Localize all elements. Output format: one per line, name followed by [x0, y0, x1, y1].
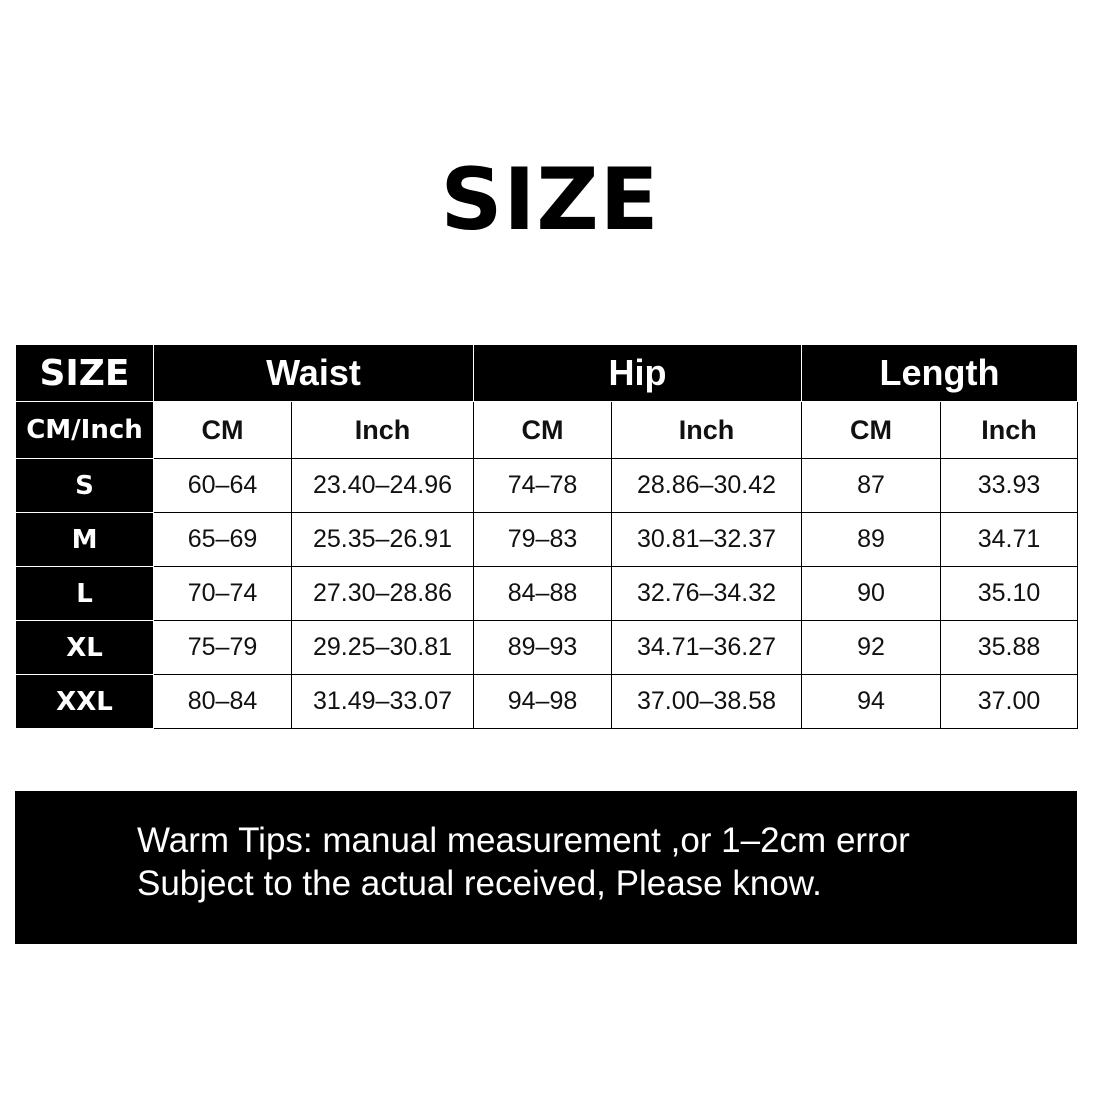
table-cell: 89–93: [473, 620, 612, 675]
table-cell: 28.86–30.42: [611, 458, 802, 513]
table-cell: 89: [801, 512, 941, 567]
table-row: XXL 80–84 31.49–33.07 94–98 37.00–38.58 94 37.…: [15, 674, 1079, 729]
table-cell: 37.00–38.58: [611, 674, 802, 729]
size-chart-table: SIZE Waist Hip Length CM/Inch CM Inch CM…: [15, 344, 1079, 729]
group-header-length: Length: [800, 344, 1079, 402]
size-label: XXL: [15, 674, 154, 729]
table-cell: 35.10: [939, 566, 1079, 621]
tips-line-1: Warm Tips: manual measurement ,or 1–2cm …: [137, 821, 910, 860]
table-cell: 79–83: [473, 512, 612, 567]
table-cell: 92: [801, 620, 941, 675]
table-cell: 23.40–24.96: [291, 458, 474, 513]
size-label: XL: [15, 620, 154, 675]
subheader: CM: [801, 401, 941, 459]
table-cell: 94: [801, 674, 941, 729]
table-cell: 29.25–30.81: [291, 620, 474, 675]
table-cell: 65–69: [153, 512, 292, 567]
size-label: M: [15, 512, 154, 567]
group-header-waist: Waist: [153, 344, 474, 402]
table-cell: 90: [801, 566, 941, 621]
table-cell: 33.93: [939, 458, 1079, 513]
table-cell: 60–64: [153, 458, 292, 513]
warm-tips-box: Warm Tips: manual measurement ,or 1–2cm …: [15, 791, 1077, 944]
subheader: Inch: [611, 401, 802, 459]
subheader: Inch: [939, 401, 1079, 459]
unit-label: CM/Inch: [15, 401, 154, 459]
table-cell: 84–88: [473, 566, 612, 621]
table-cell: 30.81–32.37: [611, 512, 802, 567]
table-row: S 60–64 23.40–24.96 74–78 28.86–30.42 87 33.93: [15, 458, 1079, 513]
table-cell: 25.35–26.91: [291, 512, 474, 567]
table-cell: 70–74: [153, 566, 292, 621]
table-cell: 80–84: [153, 674, 292, 729]
table-cell: 32.76–34.32: [611, 566, 802, 621]
table-cell: 74–78: [473, 458, 612, 513]
corner-header: SIZE: [15, 344, 154, 402]
size-label: S: [15, 458, 154, 513]
table-row: M 65–69 25.35–26.91 79–83 30.81–32.37 89 34.71: [15, 512, 1079, 567]
table-cell: 37.00: [939, 674, 1079, 729]
subheader: CM: [473, 401, 612, 459]
tips-line-2: Subject to the actual received, Please k…: [137, 864, 822, 903]
table-cell: 34.71: [939, 512, 1079, 567]
table-row: L 70–74 27.30–28.86 84–88 32.76–34.32 90 35.10: [15, 566, 1079, 621]
table-cell: 34.71–36.27: [611, 620, 802, 675]
table-cell: 31.49–33.07: [291, 674, 474, 729]
table-row: XL 75–79 29.25–30.81 89–93 34.71–36.27 92 35.8…: [15, 620, 1079, 675]
table-cell: 35.88: [939, 620, 1079, 675]
unit-header-row: CM/Inch CM Inch CM Inch CM Inch: [15, 401, 1079, 459]
subheader: CM: [153, 401, 292, 459]
subheader: Inch: [291, 401, 474, 459]
page-title: SIZE: [440, 150, 660, 250]
table-cell: 87: [801, 458, 941, 513]
table-cell: 94–98: [473, 674, 612, 729]
table-cell: 27.30–28.86: [291, 566, 474, 621]
group-header-hip: Hip: [473, 344, 802, 402]
group-header-row: SIZE Waist Hip Length: [15, 344, 1079, 402]
table-cell: 75–79: [153, 620, 292, 675]
size-label: L: [15, 566, 154, 621]
